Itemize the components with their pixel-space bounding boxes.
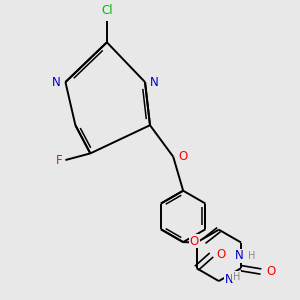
Text: H: H: [248, 251, 255, 261]
Text: O: O: [190, 235, 199, 248]
Text: N: N: [235, 249, 244, 262]
Text: N: N: [52, 76, 61, 88]
Text: O: O: [216, 248, 226, 262]
Text: N: N: [225, 273, 233, 286]
Text: N: N: [150, 76, 159, 88]
Text: O: O: [178, 150, 188, 163]
Text: Cl: Cl: [101, 4, 113, 17]
Text: H: H: [233, 272, 240, 282]
Text: O: O: [266, 265, 275, 278]
Text: F: F: [56, 154, 62, 166]
